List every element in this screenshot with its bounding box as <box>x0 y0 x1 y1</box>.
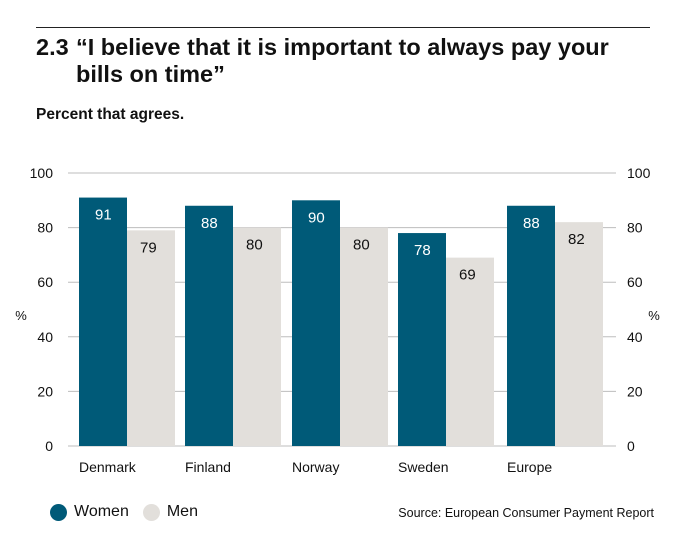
bar-women-finland <box>185 205 233 446</box>
y-tick-label-left: 20 <box>37 383 53 399</box>
legend-label-women: Women <box>74 503 129 520</box>
y-axis-label-left: % <box>15 308 27 323</box>
legend-swatch-men <box>142 503 160 521</box>
chart-subtitle: Percent that agrees. <box>36 106 185 123</box>
title-line-1: “I believe that it is important to alway… <box>76 34 609 60</box>
legend-item-women: Women <box>50 503 129 521</box>
bar-women-europe <box>507 205 555 446</box>
x-tick-label-europe: Europe <box>507 459 552 475</box>
data-label-men-europe: 82 <box>568 231 585 248</box>
legend-item-men: Men <box>142 503 198 521</box>
x-tick-label-denmark: Denmark <box>79 459 137 475</box>
title-line-2: bills on time” <box>76 61 225 87</box>
data-label-women-sweden: 78 <box>414 242 431 259</box>
bar-men-europe <box>555 222 603 446</box>
bar-women-norway <box>292 200 340 446</box>
bar-women-sweden <box>398 233 446 446</box>
x-tick-label-norway: Norway <box>292 459 339 475</box>
data-label-men-norway: 80 <box>353 237 370 254</box>
data-label-men-denmark: 79 <box>140 239 157 256</box>
y-tick-label-right: 40 <box>627 329 643 345</box>
bar-men-norway <box>340 227 388 446</box>
data-label-men-finland: 80 <box>246 237 263 254</box>
x-tick-label-finland: Finland <box>185 459 231 475</box>
data-label-women-denmark: 91 <box>95 207 112 224</box>
top-rule <box>36 27 650 28</box>
y-tick-label-left: 80 <box>37 220 53 236</box>
legend-label-men: Men <box>166 503 198 520</box>
y-tick-label-left: 100 <box>30 165 54 181</box>
source-note: Source: European Consumer Payment Report <box>398 506 654 520</box>
legend-swatch-women <box>50 503 67 521</box>
data-label-women-finland: 88 <box>201 215 218 232</box>
data-label-women-norway: 90 <box>308 209 325 226</box>
y-tick-label-right: 80 <box>627 220 643 236</box>
legend: Women Men <box>50 503 212 521</box>
y-axis-label-right: % <box>648 308 660 323</box>
bar-men-sweden <box>446 257 494 446</box>
chart-title: 2.3 “I believe that it is important to al… <box>36 34 656 88</box>
data-label-men-sweden: 69 <box>459 267 476 284</box>
y-tick-label-right: 60 <box>627 274 643 290</box>
bar-women-denmark <box>79 197 127 446</box>
bar-men-denmark <box>127 230 175 446</box>
title-number: 2.3 <box>36 34 69 60</box>
y-tick-label-left: 60 <box>37 274 53 290</box>
x-tick-label-sweden: Sweden <box>398 459 449 475</box>
y-tick-label-right: 100 <box>627 165 651 181</box>
data-label-women-europe: 88 <box>523 215 540 232</box>
y-tick-label-right: 0 <box>627 438 635 454</box>
y-tick-label-left: 40 <box>37 329 53 345</box>
bar-men-finland <box>233 227 281 446</box>
y-tick-label-left: 0 <box>45 438 53 454</box>
y-tick-label-right: 20 <box>627 383 643 399</box>
